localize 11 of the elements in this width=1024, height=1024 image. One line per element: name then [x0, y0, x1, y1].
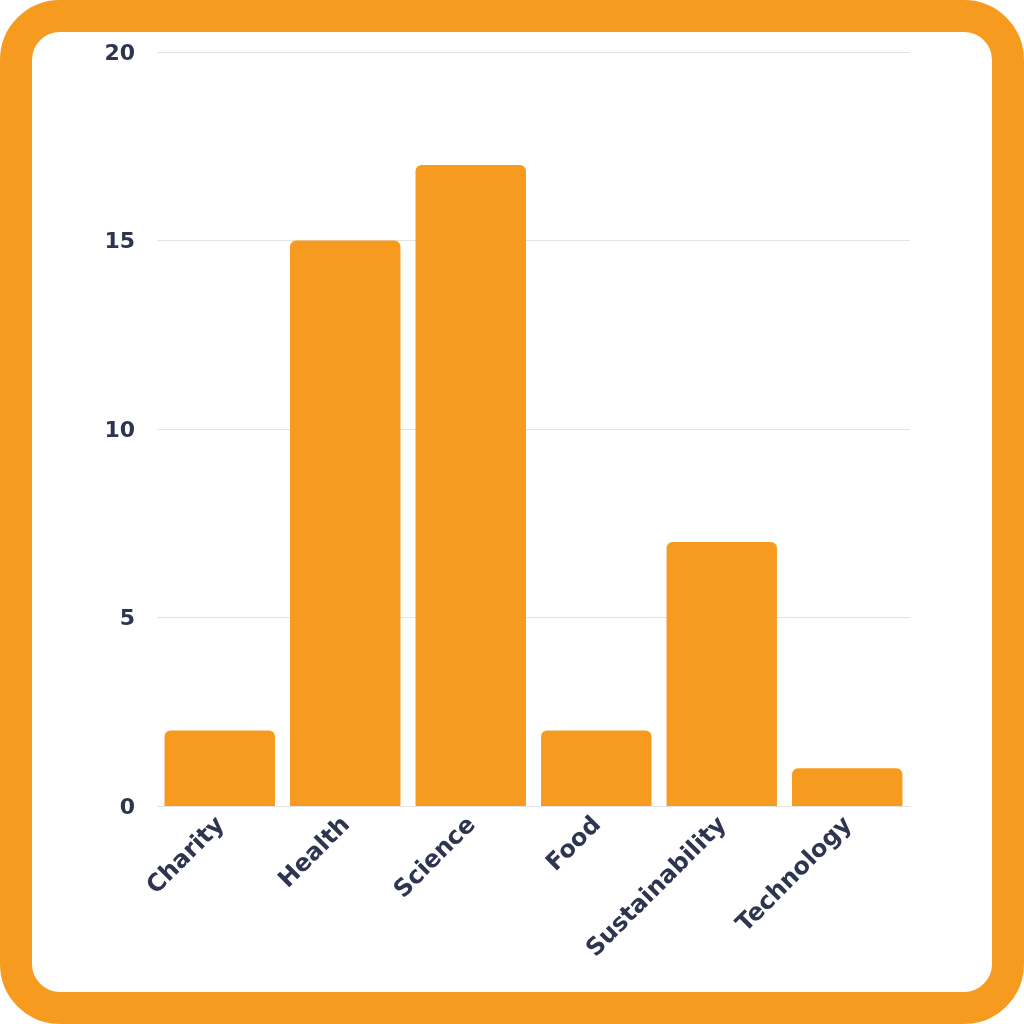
- bar: [541, 730, 652, 806]
- y-tick-label: 15: [104, 228, 135, 253]
- bar: [792, 768, 903, 806]
- y-tick-label: 10: [104, 416, 135, 442]
- y-tick-label: 5: [119, 605, 135, 630]
- bar: [164, 730, 275, 806]
- y-tick-label: 20: [104, 39, 135, 65]
- bar: [666, 542, 777, 806]
- bar: [415, 165, 526, 806]
- y-tick-label: 0: [119, 793, 135, 819]
- bar: [290, 240, 401, 806]
